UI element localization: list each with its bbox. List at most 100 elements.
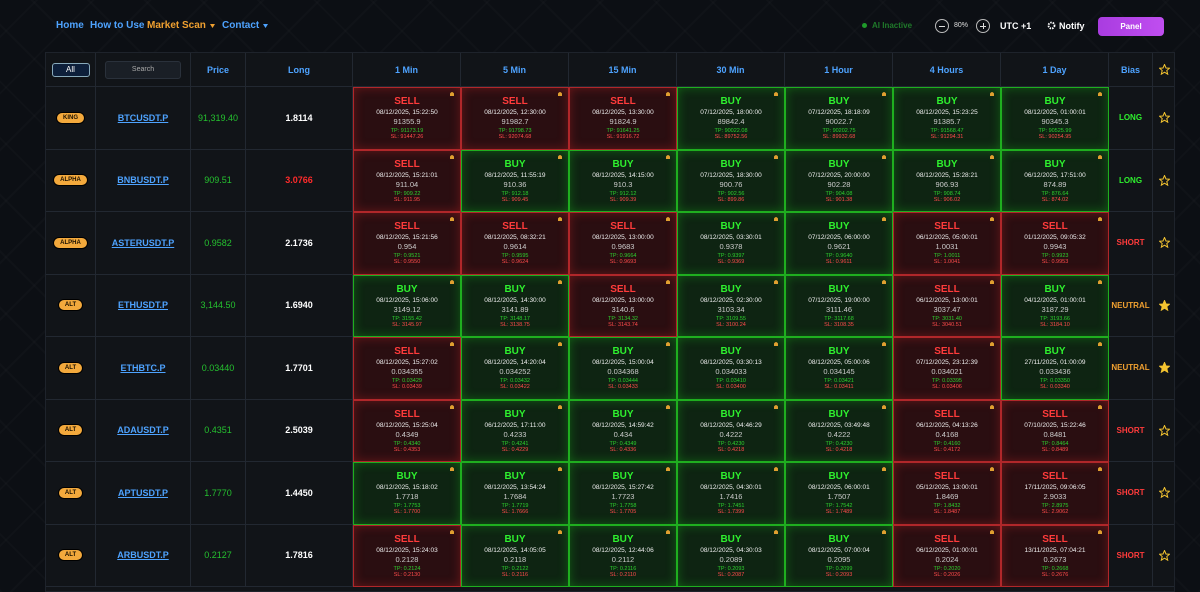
panel-button[interactable]: Panel xyxy=(1098,17,1164,36)
bell-icon[interactable] xyxy=(557,216,563,222)
bell-icon[interactable] xyxy=(557,341,563,347)
bell-icon[interactable] xyxy=(881,91,887,97)
bell-icon[interactable] xyxy=(557,91,563,97)
bell-icon[interactable] xyxy=(1097,404,1103,410)
star[interactable] xyxy=(1158,64,1170,75)
bell-icon[interactable] xyxy=(665,279,671,285)
bell-icon[interactable] xyxy=(449,466,455,472)
bell-icon[interactable] xyxy=(449,341,455,347)
long-ratio: 1.6940 xyxy=(285,300,313,311)
column-header[interactable]: Long xyxy=(288,64,310,75)
bell-icon[interactable] xyxy=(881,216,887,222)
bell-icon[interactable] xyxy=(449,154,455,160)
bell-icon[interactable] xyxy=(449,529,455,535)
bell-icon[interactable] xyxy=(1097,279,1103,285)
bell-icon[interactable] xyxy=(881,341,887,347)
symbol-link[interactable]: ARBUSDT.P xyxy=(117,550,169,561)
nav-link[interactable]: Market Scan xyxy=(147,20,215,31)
bell-icon[interactable] xyxy=(665,404,671,410)
bell-icon[interactable] xyxy=(989,529,995,535)
symbol-link[interactable]: ETHBTC.P xyxy=(120,362,166,373)
bell-icon[interactable] xyxy=(665,341,671,347)
star[interactable] xyxy=(1158,424,1170,436)
bell-icon[interactable] xyxy=(989,154,995,160)
bell-icon[interactable] xyxy=(773,341,779,347)
symbol-link[interactable]: APTUSDT.P xyxy=(117,487,168,498)
bell-icon[interactable] xyxy=(773,466,779,472)
symbol-link[interactable]: ASTERUSDT.P xyxy=(111,237,175,248)
bell-icon[interactable] xyxy=(773,529,779,535)
nav-link[interactable]: Contact xyxy=(222,20,269,31)
bell-icon[interactable] xyxy=(773,216,779,222)
bell-icon[interactable] xyxy=(557,154,563,160)
symbol-link[interactable]: ETHUSDT.P xyxy=(117,300,168,311)
bell-icon[interactable] xyxy=(881,154,887,160)
bell-icon[interactable] xyxy=(773,154,779,160)
bell-icon[interactable] xyxy=(881,529,887,535)
bell-icon[interactable] xyxy=(1097,466,1103,472)
signal-time: 06/12/2025, 05:00:01 xyxy=(916,234,978,242)
signal-price: 0.034145 xyxy=(823,367,855,377)
stop-loss: SL: 0.4218 xyxy=(825,446,853,453)
signal-price: 3149.12 xyxy=(393,304,421,314)
bell-icon[interactable] xyxy=(989,91,995,97)
stop-loss: SL: 0.4336 xyxy=(609,446,637,453)
nav-link[interactable]: How to Use xyxy=(90,20,145,31)
star[interactable] xyxy=(1158,362,1170,374)
bell-icon[interactable] xyxy=(773,91,779,97)
search-box[interactable]: Search xyxy=(105,60,181,79)
bell-icon[interactable] xyxy=(665,154,671,160)
signal-time: 08/12/2025, 06:00:01 xyxy=(808,484,870,492)
zoom-in[interactable] xyxy=(976,19,990,33)
bell-icon[interactable] xyxy=(989,466,995,472)
bell-icon[interactable] xyxy=(557,404,563,410)
signal-time: 05/12/2025, 13:00:01 xyxy=(916,484,978,492)
bell-icon[interactable] xyxy=(1097,91,1103,97)
bell-icon[interactable] xyxy=(557,529,563,535)
long-ratio: 1.8114 xyxy=(285,112,313,123)
signal-price: 91982.7 xyxy=(501,117,529,127)
zoom-out[interactable] xyxy=(935,19,949,33)
bell-icon[interactable] xyxy=(665,529,671,535)
column-header[interactable]: Price xyxy=(206,64,230,75)
bell-icon[interactable] xyxy=(989,404,995,410)
symbol-link[interactable]: BNBUSDT.P xyxy=(117,175,169,186)
bell-icon[interactable] xyxy=(449,404,455,410)
star[interactable] xyxy=(1158,549,1170,561)
bell-icon[interactable] xyxy=(449,216,455,222)
bell-icon[interactable] xyxy=(665,216,671,222)
bell-icon[interactable] xyxy=(773,404,779,410)
bell-icon[interactable] xyxy=(773,279,779,285)
signal: BUY xyxy=(612,533,634,545)
bell-icon[interactable] xyxy=(449,279,455,285)
filter-select[interactable]: All xyxy=(51,62,90,77)
signal: SELL xyxy=(394,221,420,233)
bell-icon[interactable] xyxy=(665,91,671,97)
bell-icon[interactable] xyxy=(1097,529,1103,535)
star[interactable] xyxy=(1158,299,1170,311)
bell-icon[interactable] xyxy=(557,279,563,285)
bell-icon[interactable] xyxy=(557,466,563,472)
bell-icon[interactable] xyxy=(881,466,887,472)
bell-icon[interactable] xyxy=(989,341,995,347)
symbol-link[interactable]: BTCUSDT.P xyxy=(117,112,169,123)
star[interactable] xyxy=(1158,112,1170,124)
row-cell xyxy=(1153,212,1174,275)
bell-icon[interactable] xyxy=(989,216,995,222)
nav-link[interactable]: Home xyxy=(56,20,84,31)
bell-icon[interactable] xyxy=(1097,341,1103,347)
bell-icon[interactable] xyxy=(881,279,887,285)
notify-button[interactable]: Notify xyxy=(1047,21,1085,31)
bell-icon[interactable] xyxy=(1097,154,1103,160)
signal-price: 3037.47 xyxy=(933,304,961,314)
star[interactable] xyxy=(1158,487,1170,499)
star[interactable] xyxy=(1158,174,1170,186)
star[interactable] xyxy=(1158,237,1170,249)
bell-icon[interactable] xyxy=(881,404,887,410)
bell-icon[interactable] xyxy=(449,91,455,97)
bell-icon[interactable] xyxy=(665,466,671,472)
bell-icon[interactable] xyxy=(1097,216,1103,222)
bell-icon[interactable] xyxy=(989,279,995,285)
symbol-link[interactable]: ADAUSDT.P xyxy=(117,425,169,436)
timezone[interactable]: UTC +1 xyxy=(1000,21,1032,31)
